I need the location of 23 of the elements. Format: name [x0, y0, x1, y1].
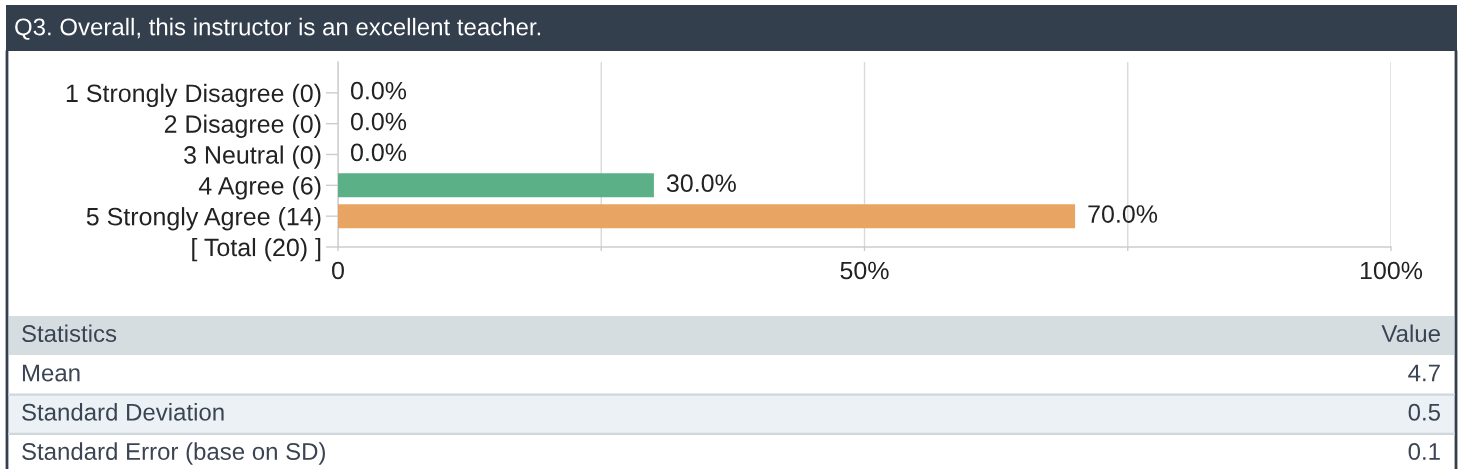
data-label: 0.0% — [350, 143, 407, 162]
y-tick-label: [ Total (20) ] — [192, 237, 321, 262]
data-label: 0.0% — [350, 81, 407, 100]
y-tick-label: 2 Disagree (0) — [164, 114, 321, 138]
data-label: 70.0% — [1088, 205, 1158, 223]
y-tick-label: 3 Neutral (0) — [184, 145, 321, 169]
data-label: 0.0% — [350, 112, 407, 131]
text: Statistics — [22, 324, 117, 343]
text: Standard Error (base on SD) — [22, 442, 325, 465]
text: Value — [1381, 324, 1440, 343]
y-tick-label: 4 Agree (6) — [198, 176, 321, 200]
text: Standard Deviation — [22, 403, 224, 421]
chart-title: Q3. Overall, this instructor is an excellent teacher. — [15, 17, 541, 40]
x-tick-label: 50% — [840, 261, 889, 280]
y-tick-label: 5 Strongly Agree (14) — [86, 207, 321, 231]
x-tick-label: 0 — [332, 261, 344, 280]
data-label: 30.0% — [666, 174, 736, 193]
text: 0.5 — [1408, 403, 1440, 421]
text: 4.7 — [1408, 364, 1440, 382]
y-tick-label: 1 Strongly Disagree (0) — [66, 83, 321, 108]
text: 0.1 — [1408, 443, 1440, 460]
text: Mean — [22, 364, 80, 382]
x-tick-label: 100% — [1360, 261, 1423, 280]
